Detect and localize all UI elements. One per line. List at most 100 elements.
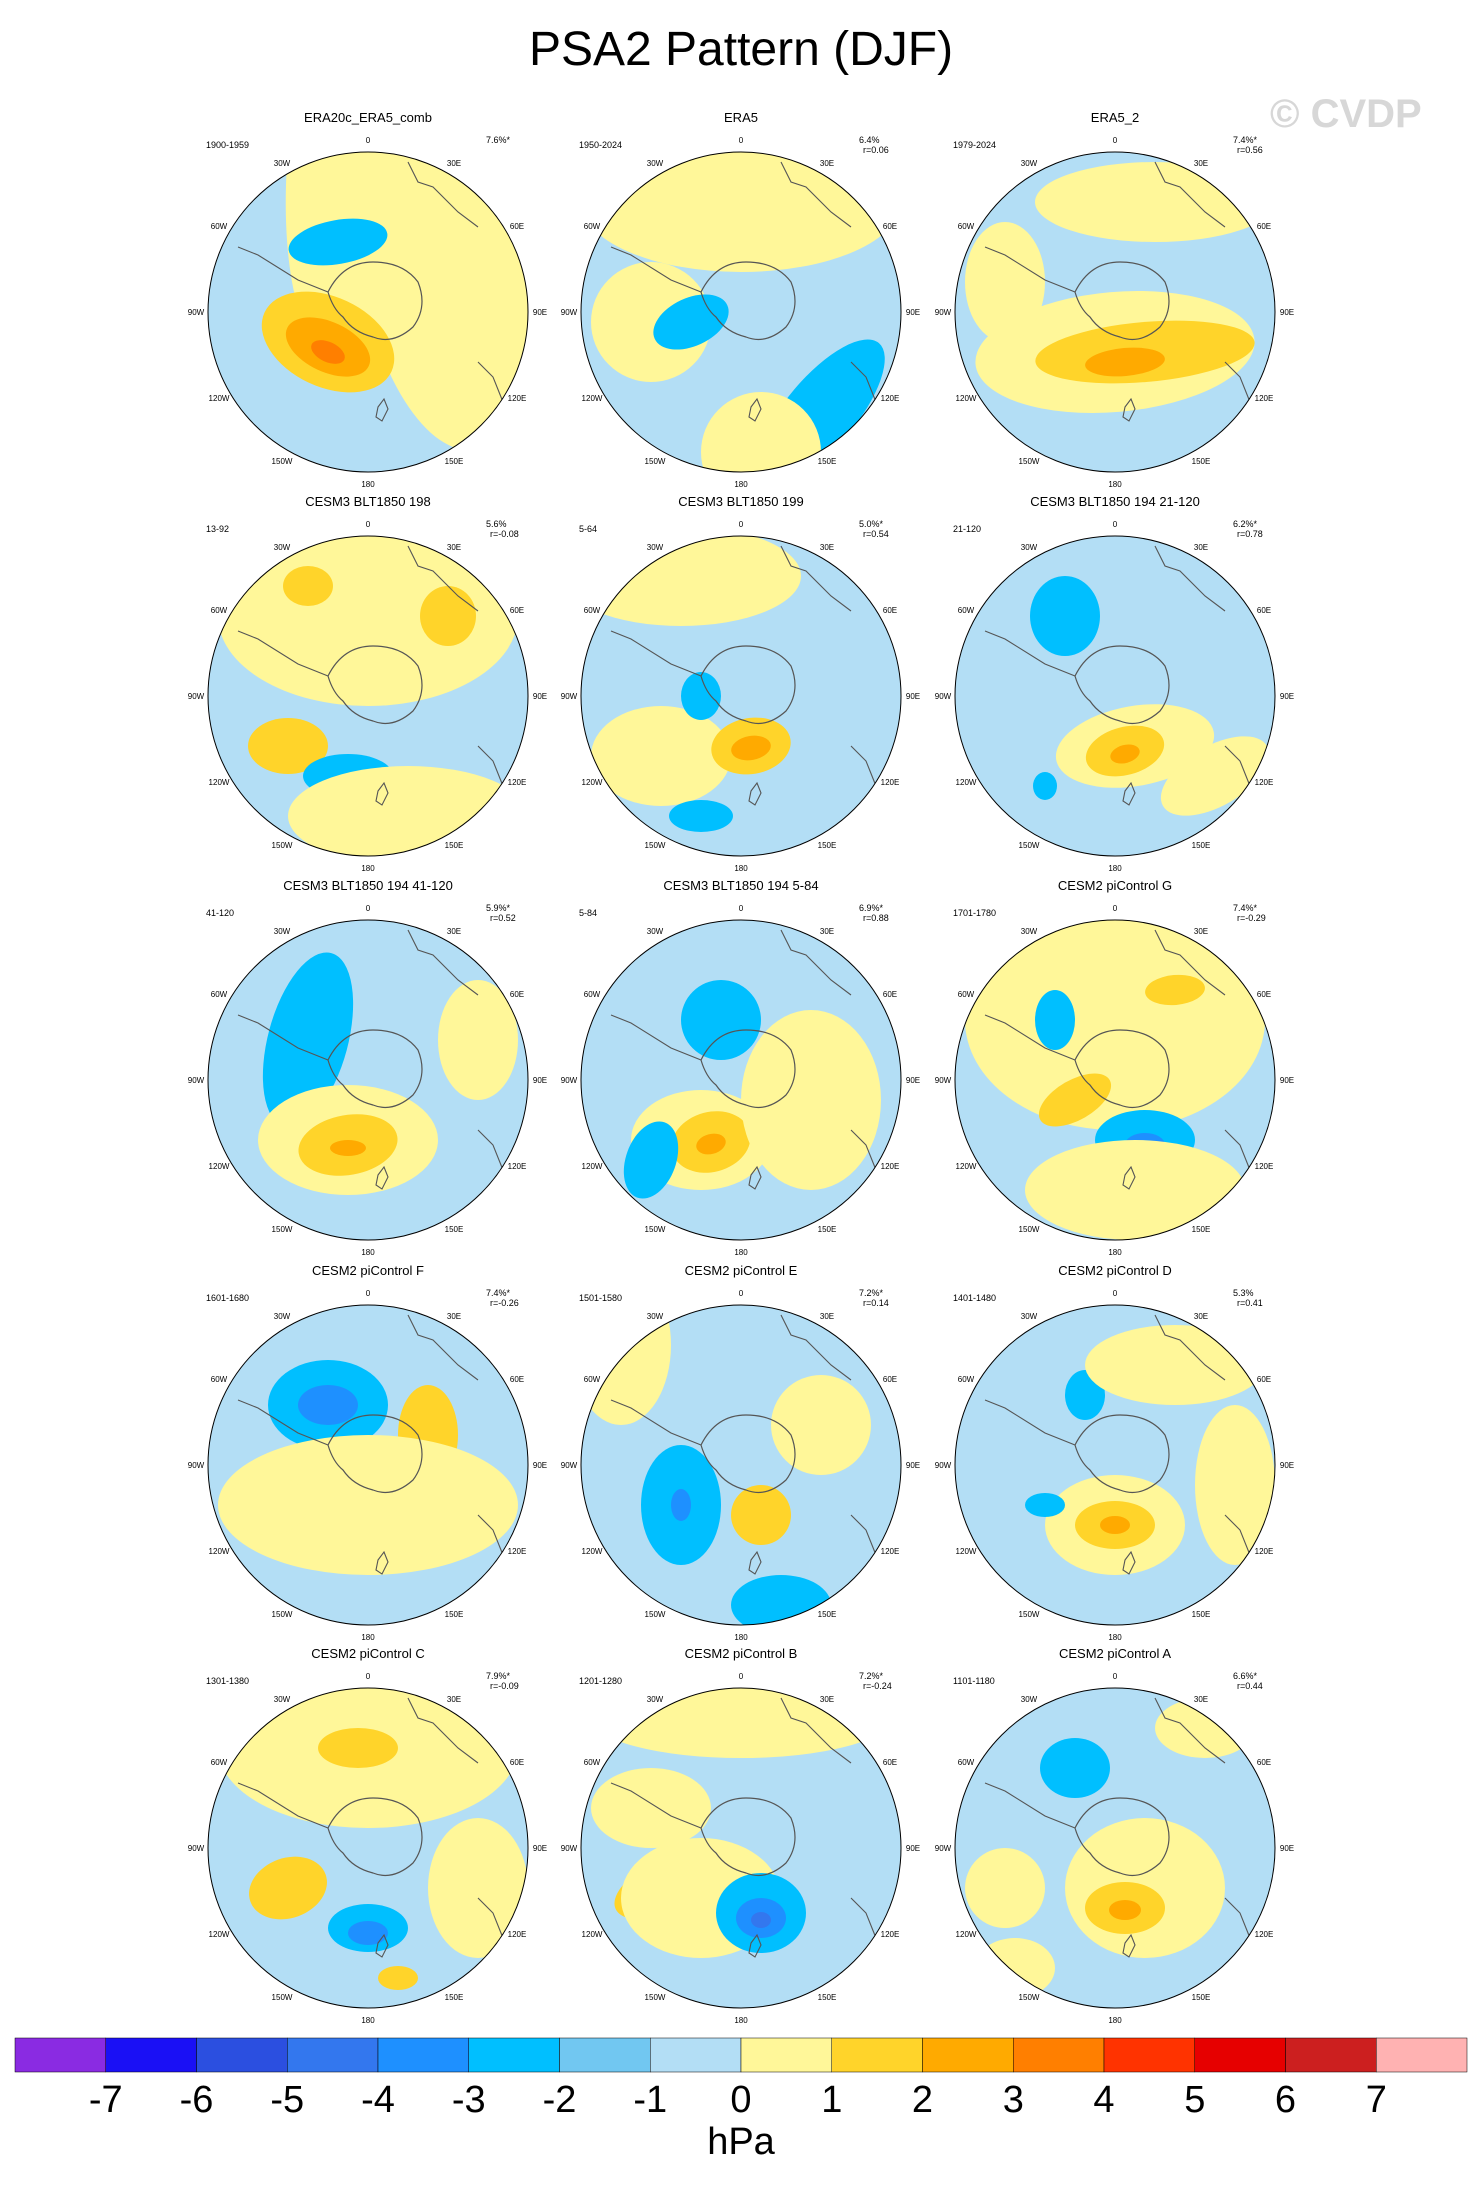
longitude-label: 180	[1108, 1248, 1122, 1257]
longitude-label: 120W	[956, 1162, 977, 1171]
peninsula-coastline	[610, 1399, 702, 1446]
longitude-label: 60W	[211, 1758, 228, 1767]
longitude-label: 120W	[956, 1547, 977, 1556]
map-field	[208, 152, 528, 472]
panel-12: CESM2 piControl D 1401-1480 5.3%r=0.41 0 30E…	[935, 1263, 1294, 1642]
panel-1: ERA20c_ERA5_comb 1900-1959 7.6%* 0 30E 60E 90E…	[188, 110, 547, 489]
panel-4: CESM3 BLT1850 198 13-92 5.6%r=-0.08 0 30E 60E…	[188, 494, 547, 873]
longitude-label: 60W	[584, 990, 601, 999]
longitude-label: 180	[734, 1248, 748, 1257]
africa-coastline	[780, 929, 852, 996]
panel-variance-pct: 5.3%	[1233, 1288, 1254, 1298]
anomaly-contour	[248, 718, 328, 774]
longitude-label: 60W	[211, 990, 228, 999]
map-field	[955, 920, 1275, 1240]
panel-correlation: r=0.06	[863, 145, 889, 155]
africa-coastline	[407, 1314, 479, 1381]
map-field	[208, 1688, 528, 2008]
new-zealand-coastline	[748, 1933, 762, 1958]
africa-coastline	[1154, 1314, 1226, 1381]
africa-coastline	[407, 1697, 479, 1764]
panel-period: 1301-1380	[206, 1676, 249, 1686]
longitude-label: 150W	[645, 841, 666, 850]
panel-period: 1701-1780	[953, 908, 996, 918]
longitude-label: 120W	[582, 1162, 603, 1171]
longitude-label: 180	[1108, 1633, 1122, 1642]
longitude-label: 120W	[209, 1547, 230, 1556]
panel-period: 1501-1580	[579, 1293, 622, 1303]
anomaly-contour	[1038, 1073, 1112, 1127]
anomaly-contour	[249, 1856, 327, 1920]
longitude-label: 30E	[820, 159, 834, 168]
anomaly-contour	[1109, 1900, 1141, 1920]
longitude-label: 90W	[935, 1076, 952, 1085]
longitude-label: 180	[734, 480, 748, 489]
antarctica-coastline	[700, 261, 796, 340]
antarctica-coastline	[700, 1029, 796, 1108]
map-field	[955, 1305, 1275, 1625]
longitude-label: 90E	[533, 1076, 547, 1085]
panel-period: 5-84	[579, 908, 597, 918]
longitude-label: 150E	[445, 1225, 464, 1234]
longitude-label: 120W	[209, 1930, 230, 1939]
colorbar-tick-label: -1	[633, 2079, 667, 2121]
longitude-label: 30E	[447, 1695, 461, 1704]
panel-correlation: r=0.56	[1237, 145, 1263, 155]
longitude-label: 180	[1108, 480, 1122, 489]
colorbar-tick-label: 4	[1093, 2079, 1114, 2121]
colorbar-tick-label: -7	[89, 2079, 123, 2121]
longitude-label: 60E	[510, 222, 524, 231]
new-zealand-coastline	[748, 397, 762, 422]
colorbar-tick-label: -5	[270, 2079, 304, 2121]
panel-correlation: r=0.54	[863, 529, 889, 539]
new-zealand-coastline	[375, 397, 389, 422]
anomaly-contour	[771, 1375, 871, 1475]
antarctica-coastline	[327, 1029, 423, 1108]
anomaly-contour	[591, 1768, 711, 1848]
colorbar-box	[1103, 2037, 1195, 2073]
colorbar-tick-label: -4	[361, 2079, 395, 2121]
panel-correlation: r=0.52	[490, 913, 516, 923]
anomaly-contour	[311, 340, 345, 364]
longitude-label: 90W	[935, 308, 952, 317]
longitude-label: 120E	[508, 1162, 527, 1171]
longitude-label: 150W	[1019, 841, 1040, 850]
panel-correlation: r=-0.09	[490, 1681, 519, 1691]
antarctica-coastline	[1074, 1414, 1170, 1493]
longitude-label: 120E	[508, 1547, 527, 1556]
panel-variance-pct: 5.9%*	[486, 903, 511, 913]
panel-grid: ERA20c_ERA5_comb 1900-1959 7.6%* 0 30E 60E 90E…	[188, 110, 1294, 2025]
longitude-label: 150E	[1192, 457, 1211, 466]
anomaly-contour	[681, 672, 721, 720]
anomaly-contour	[1035, 990, 1075, 1050]
panel-correlation: r=-0.24	[863, 1681, 892, 1691]
map-field	[955, 1688, 1275, 2008]
longitude-label: 150W	[645, 1993, 666, 2002]
longitude-label: 90E	[1280, 308, 1294, 317]
colorbar-tick-label: 7	[1366, 2079, 1387, 2121]
longitude-label: 150E	[1192, 1993, 1211, 2002]
colorbar-tick-label: 5	[1184, 2079, 1205, 2121]
antarctica-coastline	[1074, 261, 1170, 340]
longitude-label: 180	[361, 1248, 375, 1257]
africa-coastline	[1154, 1697, 1226, 1764]
antarctica-coastline	[1074, 1029, 1170, 1108]
peninsula-coastline	[984, 630, 1076, 677]
anomaly-contour	[438, 980, 518, 1100]
anomaly-contour	[228, 1475, 308, 1535]
colorbar-unit: hPa	[707, 2121, 775, 2163]
longitude-label: 60E	[1257, 990, 1271, 999]
longitude-label: 150E	[445, 841, 464, 850]
colorbar-box	[1376, 2037, 1468, 2073]
longitude-label: 150E	[818, 841, 837, 850]
longitude-label: 30E	[1194, 1695, 1208, 1704]
panel-title: CESM2 piControl F	[312, 1263, 424, 1278]
antarctica-coastline	[327, 1797, 423, 1876]
panel-correlation: r=0.14	[863, 1298, 889, 1308]
longitude-label: 90E	[1280, 692, 1294, 701]
anomaly-contour	[1085, 347, 1165, 377]
anomaly-contour	[1195, 1405, 1275, 1565]
antarctica-coastline	[700, 645, 796, 724]
longitude-label: 90E	[533, 1844, 547, 1853]
longitude-label: 60W	[958, 1375, 975, 1384]
